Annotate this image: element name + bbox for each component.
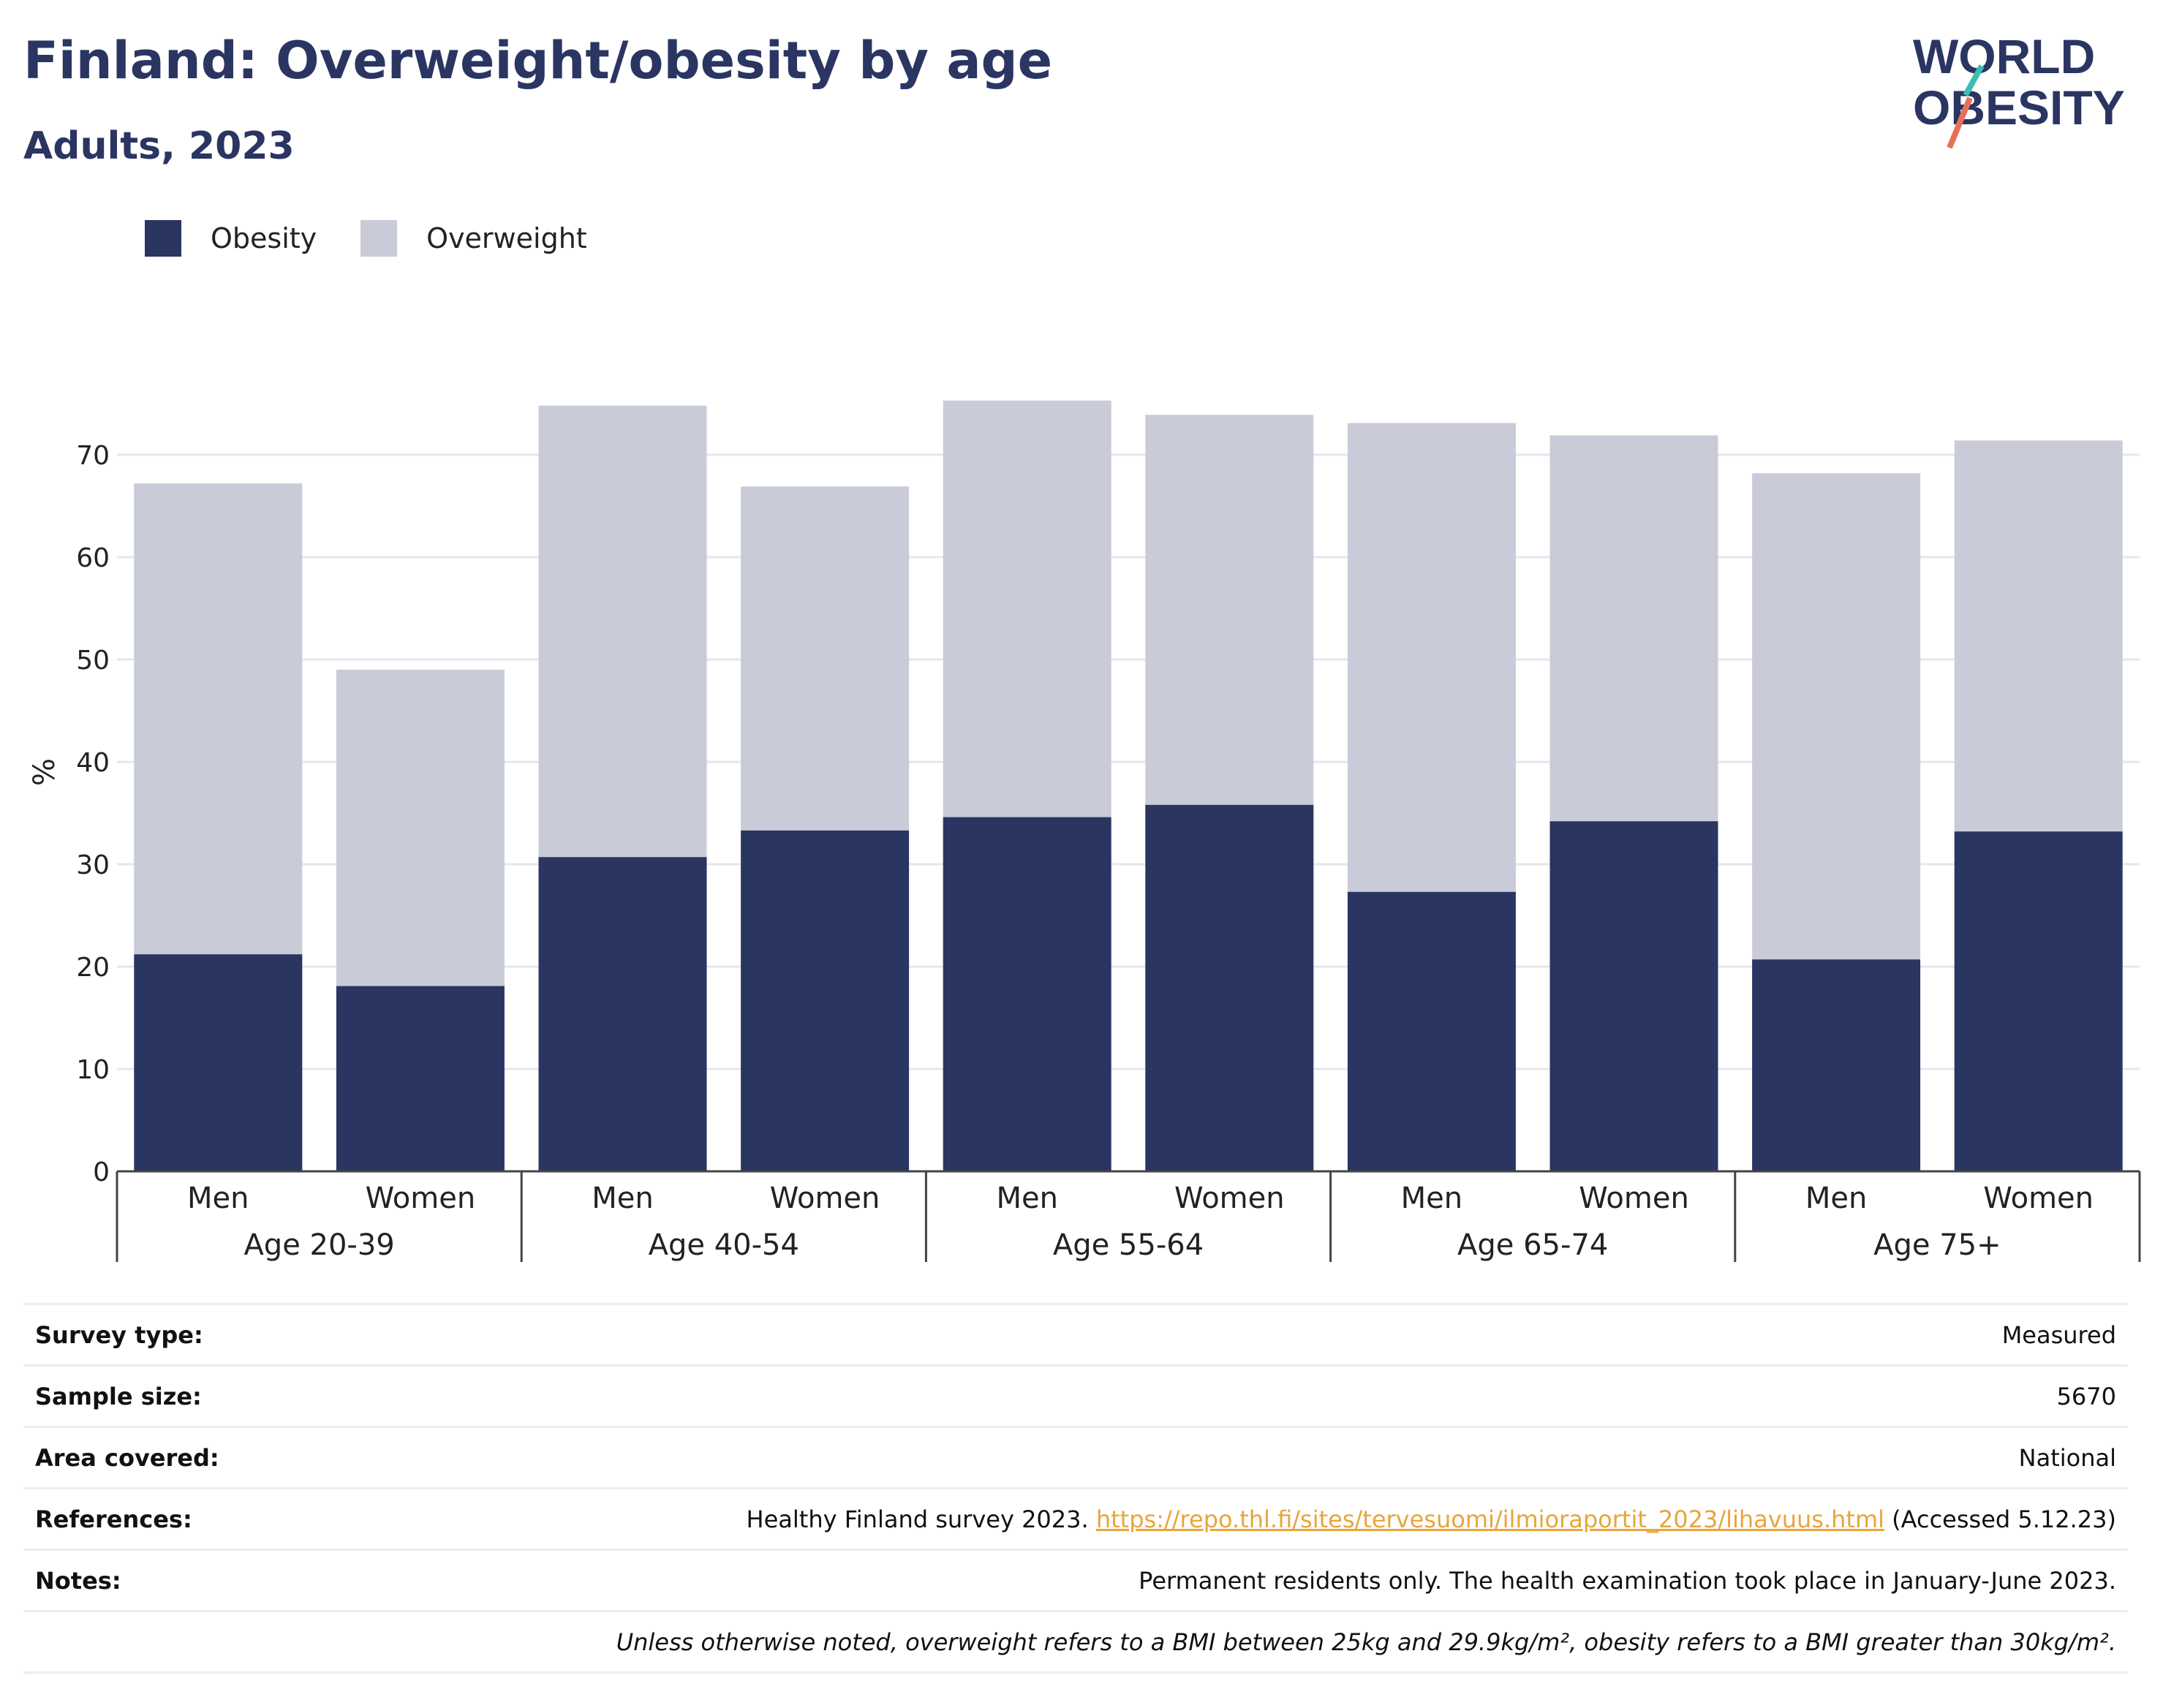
bar-obesity <box>1145 804 1314 1171</box>
bar-obesity <box>1347 891 1516 1171</box>
x-tick-label: Women <box>366 1182 476 1215</box>
info-row-survey-type: Survey type: Measured <box>23 1303 2128 1364</box>
y-tick-label: 0 <box>93 1157 110 1187</box>
bar-overweight <box>1752 473 1921 960</box>
legend-label-overweight: Overweight <box>426 222 587 254</box>
x-tick-label: Men <box>1401 1182 1462 1215</box>
stacked-bar-chart: 0 10 20 30 40 50 60 70% Men Women Men Women Men Women… <box>28 400 2141 1262</box>
survey-type-value: Measured <box>2001 1320 2116 1349</box>
bar-overweight <box>336 670 505 986</box>
references-value: Healthy Finland survey 2023. https://rep… <box>747 1505 2128 1533</box>
legend-label-obesity: Obesity <box>211 222 317 254</box>
info-row-references: References: Healthy Finland survey 2023.… <box>23 1487 2128 1549</box>
x-tick-label: Men <box>187 1182 249 1215</box>
group-label: Age 55-64 <box>1053 1228 1204 1262</box>
references-link[interactable]: https://repo.thl.fi/sites/tervesuomi/ilm… <box>1095 1505 1884 1533</box>
references-label: References: <box>35 1505 192 1533</box>
info-table: Survey type: Measured Sample size: 5670 … <box>23 1303 2128 1674</box>
bar-overweight <box>1954 440 2123 832</box>
bar-overweight <box>134 483 303 955</box>
x-tick-label: Women <box>770 1182 880 1215</box>
sample-size-value: 5670 <box>2056 1382 2116 1410</box>
chart-title: Finland: Overweight/obesity by age <box>23 31 1053 91</box>
footnote: Unless otherwise noted, overweight refer… <box>616 1628 2116 1656</box>
x-tick-label: Men <box>592 1182 653 1215</box>
info-row-area-covered: Area covered: National <box>23 1426 2128 1487</box>
references-prefix: Healthy Finland survey 2023. <box>746 1505 1096 1533</box>
bar-obesity <box>741 830 910 1171</box>
bar-obesity <box>1954 831 2123 1171</box>
y-tick-label: 40 <box>76 748 110 778</box>
legend-item-overweight[interactable]: Overweight <box>360 220 587 257</box>
group-label: Age 65-74 <box>1457 1228 1608 1262</box>
legend-swatch-obesity <box>145 220 181 257</box>
logo-line2: OBESITY <box>1913 80 2125 135</box>
logo-slash-bottom <box>1947 97 1973 149</box>
logo-slash-top <box>1963 64 1985 97</box>
area-covered-value: National <box>2018 1443 2116 1472</box>
x-tick-label: Women <box>1983 1182 2094 1215</box>
bar-overweight <box>741 486 910 831</box>
y-tick-label: 60 <box>76 543 110 573</box>
y-axis-label: % <box>28 758 61 786</box>
y-tick-label: 10 <box>76 1055 110 1085</box>
area-covered-label: Area covered: <box>35 1443 219 1472</box>
group-label: Age 75+ <box>1873 1228 2001 1262</box>
y-tick-label: 70 <box>76 441 110 471</box>
x-tick-label: Women <box>1579 1182 1689 1215</box>
x-tick-label: Women <box>1174 1182 1285 1215</box>
bar-overweight <box>943 400 1111 817</box>
chart-legend: Obesity Overweight <box>145 216 631 260</box>
legend-item-obesity[interactable]: Obesity <box>145 220 317 257</box>
sample-size-label: Sample size: <box>35 1382 202 1410</box>
bar-obesity <box>134 954 303 1171</box>
info-row-footnote: Unless otherwise noted, overweight refer… <box>23 1610 2128 1674</box>
notes-value: Permanent residents only. The health exa… <box>1139 1566 2116 1595</box>
notes-label: Notes: <box>35 1566 121 1595</box>
bar-obesity <box>336 986 505 1171</box>
world-obesity-logo: WORLD OBESITY <box>1913 29 2125 149</box>
references-suffix: (Accessed 5.12.23) <box>1884 1505 2116 1533</box>
group-label: Age 20-39 <box>244 1228 394 1262</box>
group-label: Age 40-54 <box>649 1228 799 1262</box>
bar-obesity <box>1752 959 1921 1171</box>
chart-subtitle: Adults, 2023 <box>23 124 295 168</box>
bar-obesity <box>943 817 1111 1171</box>
y-tick-label: 50 <box>76 646 110 676</box>
x-tick-label: Men <box>1805 1182 1867 1215</box>
info-row-notes: Notes: Permanent residents only. The hea… <box>23 1549 2128 1610</box>
info-row-sample-size: Sample size: 5670 <box>23 1364 2128 1426</box>
bar-obesity <box>1549 821 1718 1171</box>
legend-swatch-overweight <box>360 220 398 257</box>
survey-type-label: Survey type: <box>35 1320 203 1349</box>
y-tick-label: 30 <box>76 850 110 880</box>
bar-overweight <box>1145 415 1314 805</box>
bar-obesity <box>538 857 707 1171</box>
bar-overweight <box>1549 435 1718 822</box>
y-tick-label: 20 <box>76 953 110 983</box>
logo-line1: WORLD <box>1913 29 2095 83</box>
bar-overweight <box>1347 423 1516 892</box>
bar-overweight <box>538 405 707 858</box>
x-tick-label: Men <box>996 1182 1057 1215</box>
